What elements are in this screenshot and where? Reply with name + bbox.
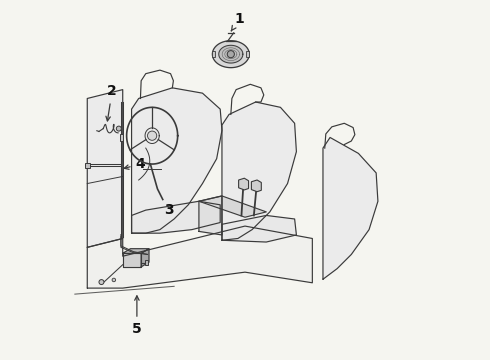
Polygon shape [87,90,122,247]
Polygon shape [212,41,249,68]
FancyBboxPatch shape [120,134,123,141]
FancyBboxPatch shape [212,51,215,57]
Polygon shape [132,88,222,233]
Circle shape [147,131,157,140]
Text: 2: 2 [106,84,117,121]
Polygon shape [141,249,149,267]
Text: 3: 3 [164,203,173,217]
Polygon shape [219,45,243,63]
Polygon shape [87,226,312,288]
Text: 1: 1 [231,12,245,31]
FancyBboxPatch shape [246,51,249,57]
Circle shape [112,278,116,282]
Circle shape [116,126,122,131]
Polygon shape [251,180,261,192]
Polygon shape [132,201,220,233]
Polygon shape [222,102,296,240]
Polygon shape [222,215,296,242]
Polygon shape [323,138,378,279]
Polygon shape [199,196,266,217]
Circle shape [99,280,104,284]
Polygon shape [122,249,149,253]
Polygon shape [239,178,248,190]
Polygon shape [199,196,222,235]
FancyBboxPatch shape [145,260,148,265]
Circle shape [227,51,234,58]
Polygon shape [122,253,141,267]
Text: 4: 4 [124,157,146,171]
Text: 5: 5 [132,296,142,336]
FancyBboxPatch shape [85,163,90,168]
